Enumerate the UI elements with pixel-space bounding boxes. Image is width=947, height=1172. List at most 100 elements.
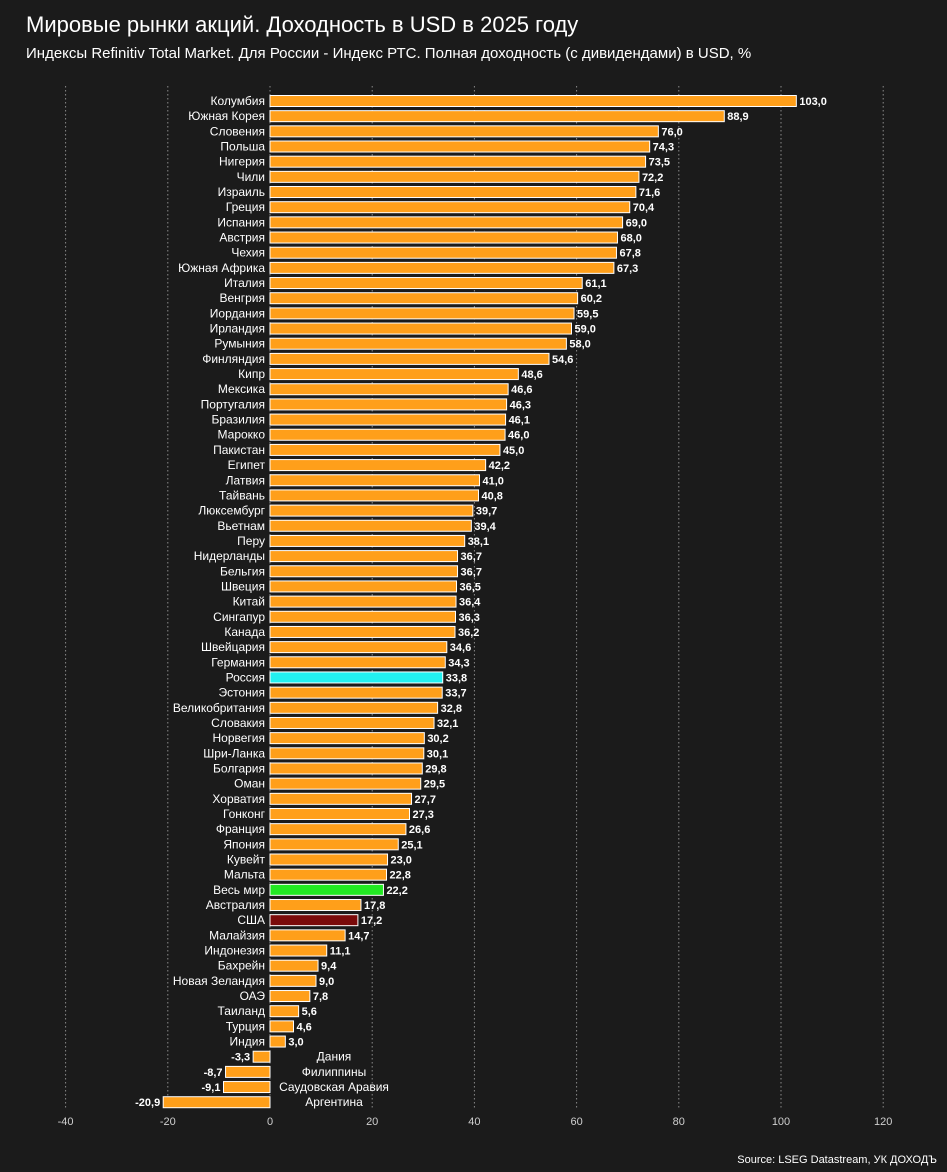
value-label-оаэ: 7,8 [313,991,328,1003]
value-label-турция: 4,6 [297,1021,312,1033]
chart-subtitle: Индексы Refinitiv Total Market. Для Росс… [26,45,752,62]
category-label-греция: Греция [226,200,265,214]
value-label-венгрия: 60,2 [581,293,602,305]
bar-латвия [269,474,481,487]
bar-ирландия [269,322,572,335]
category-label-болгария: Болгария [213,761,265,775]
category-label-кувейт: Кувейт [227,853,266,867]
value-label-норвегия: 30,2 [427,733,448,745]
bar-индия [269,1035,286,1048]
category-label-таиланд: Таиланд [218,1004,265,1018]
value-label-люксембург: 39,7 [476,506,497,518]
category-label-словения: Словения [210,124,265,138]
category-label-оаэ: ОАЭ [240,989,266,1003]
bar-болгария [269,762,423,775]
category-label-южная-корея: Южная Корея [188,109,265,123]
value-label-вьетнам: 39,4 [474,521,496,533]
category-label-тайвань: Тайвань [219,488,265,502]
value-label-таиланд: 5,6 [302,1006,317,1018]
category-label-сингапур: Сингапур [213,610,265,624]
value-label-германия: 34,3 [448,657,469,669]
value-label-шри-ланка: 30,1 [427,748,448,760]
bar-норвегия [269,732,425,745]
bar-аргентина [162,1096,271,1109]
value-label-хорватия: 27,7 [415,794,436,806]
value-label-индия: 3,0 [288,1037,303,1049]
category-label-перу: Перу [237,534,265,548]
bar-перу [269,534,466,547]
x-tick-label-100: 100 [772,1116,790,1128]
bar-бельгия [269,565,459,578]
value-label-словения: 76,0 [661,126,682,138]
value-label-марокко: 46,0 [508,430,529,442]
category-label-нигерия: Нигерия [219,155,265,169]
bar-мальта [269,868,388,881]
value-label-иордания: 59,5 [577,308,598,320]
category-label-марокко: Марокко [218,428,266,442]
value-label-великобритания: 32,8 [441,703,462,715]
bar-израиль [269,186,637,199]
value-label-кувейт: 23,0 [391,855,412,867]
value-label-дания: -3,3 [231,1052,250,1064]
value-label-колумбия: 103,0 [799,96,827,108]
category-label-чили: Чили [237,170,265,184]
value-label-эстония: 33,7 [445,688,466,700]
x-tick-label-80: 80 [673,1116,685,1128]
bar-бахрейн [269,959,319,972]
bar-нигерия [269,155,647,168]
category-label-шри-ланка: Шри-Ланка [203,746,265,760]
category-label-турция: Турция [226,1019,265,1033]
value-label-саудовская-аравия: -9,1 [202,1082,221,1094]
bar-китай [269,595,457,608]
bar-польша [269,140,651,153]
value-label-филиппины: -8,7 [204,1067,223,1079]
bar-словения [269,125,659,138]
value-label-малайзия: 14,7 [348,930,369,942]
bar-гонконг [269,807,411,820]
bar-чехия [269,246,617,259]
category-label-аргентина: Аргентина [305,1095,363,1109]
value-label-южная-корея: 88,9 [727,111,748,123]
bar-тайвань [269,489,479,502]
bar-бразилия [269,413,507,426]
bar-греция [269,201,631,214]
category-label-италия: Италия [224,276,265,290]
bar-вьетнам [269,519,472,532]
category-label-австралия: Австралия [206,898,265,912]
value-label-ирландия: 59,0 [574,324,595,336]
category-label-бахрейн: Бахрейн [218,959,265,973]
value-label-румыния: 58,0 [569,339,590,351]
bar-оаэ [269,990,311,1003]
category-label-швейцария: Швейцария [201,640,265,654]
bar-кувейт [269,853,389,866]
value-label-чехия: 67,8 [619,248,640,260]
bar-турция [269,1020,295,1033]
value-label-австралия: 17,8 [364,900,385,912]
bar-швейцария [269,641,448,654]
value-label-весь-мир: 22,2 [386,885,407,897]
category-label-колумбия: Колумбия [211,94,265,108]
bar-россия [269,671,444,684]
value-label-аргентина: -20,9 [135,1097,160,1109]
category-label-пакистан: Пакистан [213,443,265,457]
bar-словакия [269,716,435,729]
category-label-швеция: Швеция [221,579,265,593]
value-label-испания: 69,0 [626,217,647,229]
x-tick-label-120: 120 [874,1116,892,1128]
value-label-кипр: 48,6 [521,369,542,381]
source-note: Source: LSEG Datastream, УК ДОХОДЪ [737,1154,937,1166]
category-label-испания: Испания [217,215,265,229]
bar-филиппины [225,1065,271,1078]
category-label-бразилия: Бразилия [212,413,266,427]
bar-люксембург [269,504,474,517]
bar-нидерланды [269,550,459,563]
bar-италия [269,277,583,290]
category-label-южная-африка: Южная Африка [178,261,265,275]
category-label-мальта: Мальта [224,868,265,882]
category-label-оман: Оман [234,777,265,791]
bar-новая-зеландия [269,974,317,987]
category-label-финляндия: Финляндия [202,352,265,366]
bar-колумбия [269,95,797,107]
category-label-австрия: Австрия [219,231,265,245]
